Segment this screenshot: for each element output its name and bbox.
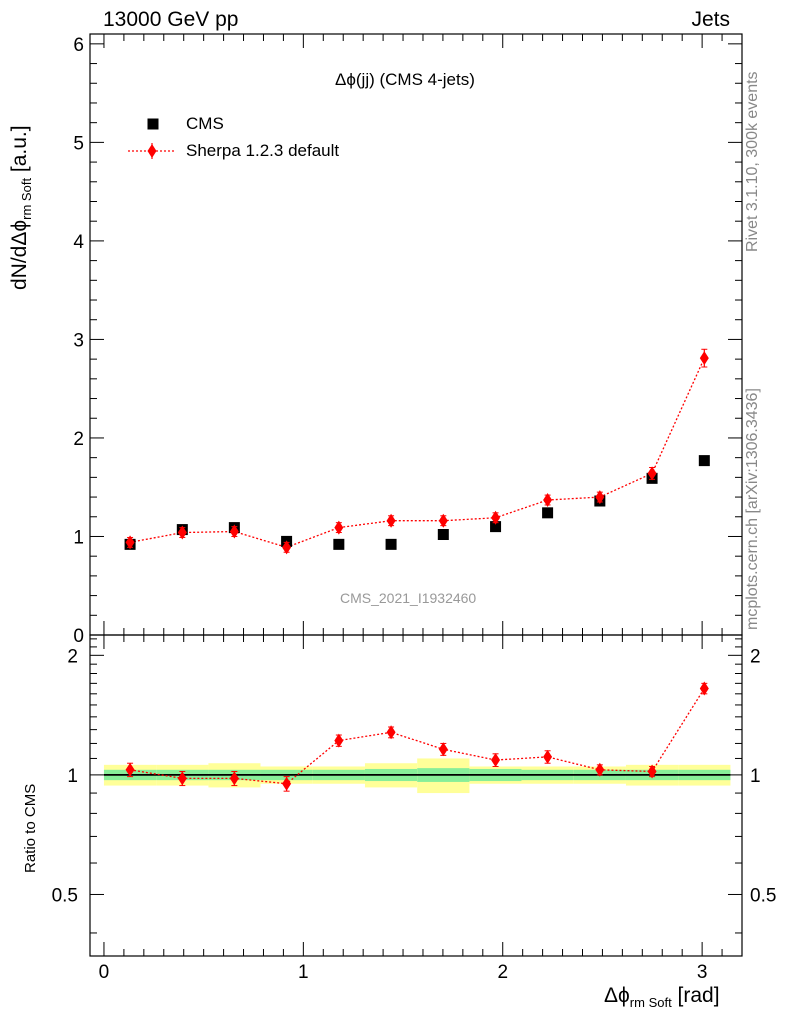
ratio-y-tick-label-right: 1 [750,766,761,787]
ratio-marker [229,771,239,786]
y-axis-label: dN/dΔϕrm Soft [a.u.] [8,125,34,290]
beam-label: 13000 GeV pp [103,8,239,31]
data-series [124,348,710,792]
ratio-marker [491,753,501,768]
axis-ticks: 0 1 2 3 0 1 2 3 4 5 6 0.5 0.5 1 1 2 2 [52,34,776,983]
ratio-marker [386,725,396,740]
sherpa-marker [125,535,135,550]
sherpa-marker [699,351,709,366]
x-tick-label: 2 [497,962,508,983]
ratio-uncertainty-bands [103,758,731,794]
y-tick-label: 2 [73,429,84,450]
sherpa-line [129,357,705,548]
ratio-marker [647,764,657,779]
ratio-marker [282,776,292,791]
x-axis-label-sub: rm Soft [629,995,672,1011]
sherpa-marker [229,524,239,539]
cms-marker [437,529,449,541]
legend [128,118,176,159]
ratio-marker [699,681,709,696]
sherpa-marker [543,493,553,508]
sherpa-marker [334,520,344,535]
cms-marker [698,455,710,467]
cms-marker [542,507,554,519]
chart-title: Δϕ(jj) (CMS 4-jets) [335,70,475,89]
y-axis-label-main: dN/dΔϕ [8,219,31,290]
y-tick-label: 5 [73,133,84,154]
analysis-id: CMS_2021_I1932460 [340,590,477,606]
legend-label-sherpa: Sherpa 1.2.3 default [186,141,340,160]
y-tick-label: 0 [73,626,84,647]
ratio-y-tick-label-right: 0.5 [750,885,776,906]
legend-label-cms: CMS [186,114,224,133]
sherpa-marker [595,490,605,505]
ratio-marker [438,742,448,757]
sherpa-marker [438,513,448,528]
x-tick-label: 0 [99,962,110,983]
x-tick-label: 3 [697,962,708,983]
ratio-y-axis-label: Ratio to CMS [22,783,39,873]
ratio-marker [595,762,605,777]
ratio-line [129,688,705,785]
ratio-y-tick-label: 0.5 [52,885,78,906]
x-axis-label: Δϕrm Soft [rad] [604,984,720,1010]
ratio-panel [89,634,743,957]
ratio-marker [125,762,135,777]
cms-marker [490,521,502,533]
sherpa-marker [491,510,501,525]
x-axis-label-unit: [rad] [677,984,720,1007]
sherpa-marker [647,466,657,481]
y-axis-label-unit: [a.u.] [8,125,31,173]
y-axis-label-sub: rm Soft [19,177,35,220]
legend-sherpa-marker [147,144,157,158]
cms-marker [333,538,345,550]
rivet-version-label: Rivet 3.1.10, 300k events [744,71,761,252]
category-label: Jets [691,8,730,31]
sherpa-marker [386,513,396,528]
ratio-marker [334,733,344,748]
y-tick-label: 1 [73,527,84,548]
ratio-plot-frame [89,634,743,957]
x-tick-label: 1 [298,962,309,983]
legend-cms-marker [147,118,159,130]
y-tick-label: 6 [73,35,84,56]
ratio-marker [543,749,553,764]
ratio-y-tick-label: 1 [67,766,78,787]
y-tick-label: 3 [73,330,84,351]
mcplots-label: mcplots.cern.ch [arXiv:1306.3436] [744,388,761,630]
sherpa-marker [177,525,187,540]
ratio-marker [177,771,187,786]
ratio-y-tick-label-right: 2 [750,646,761,667]
cms-marker [385,538,397,550]
sherpa-marker [282,540,292,555]
y-tick-label: 4 [73,232,84,253]
ratio-y-tick-label: 2 [67,646,78,667]
x-axis-label-main: Δϕ [604,984,630,1007]
